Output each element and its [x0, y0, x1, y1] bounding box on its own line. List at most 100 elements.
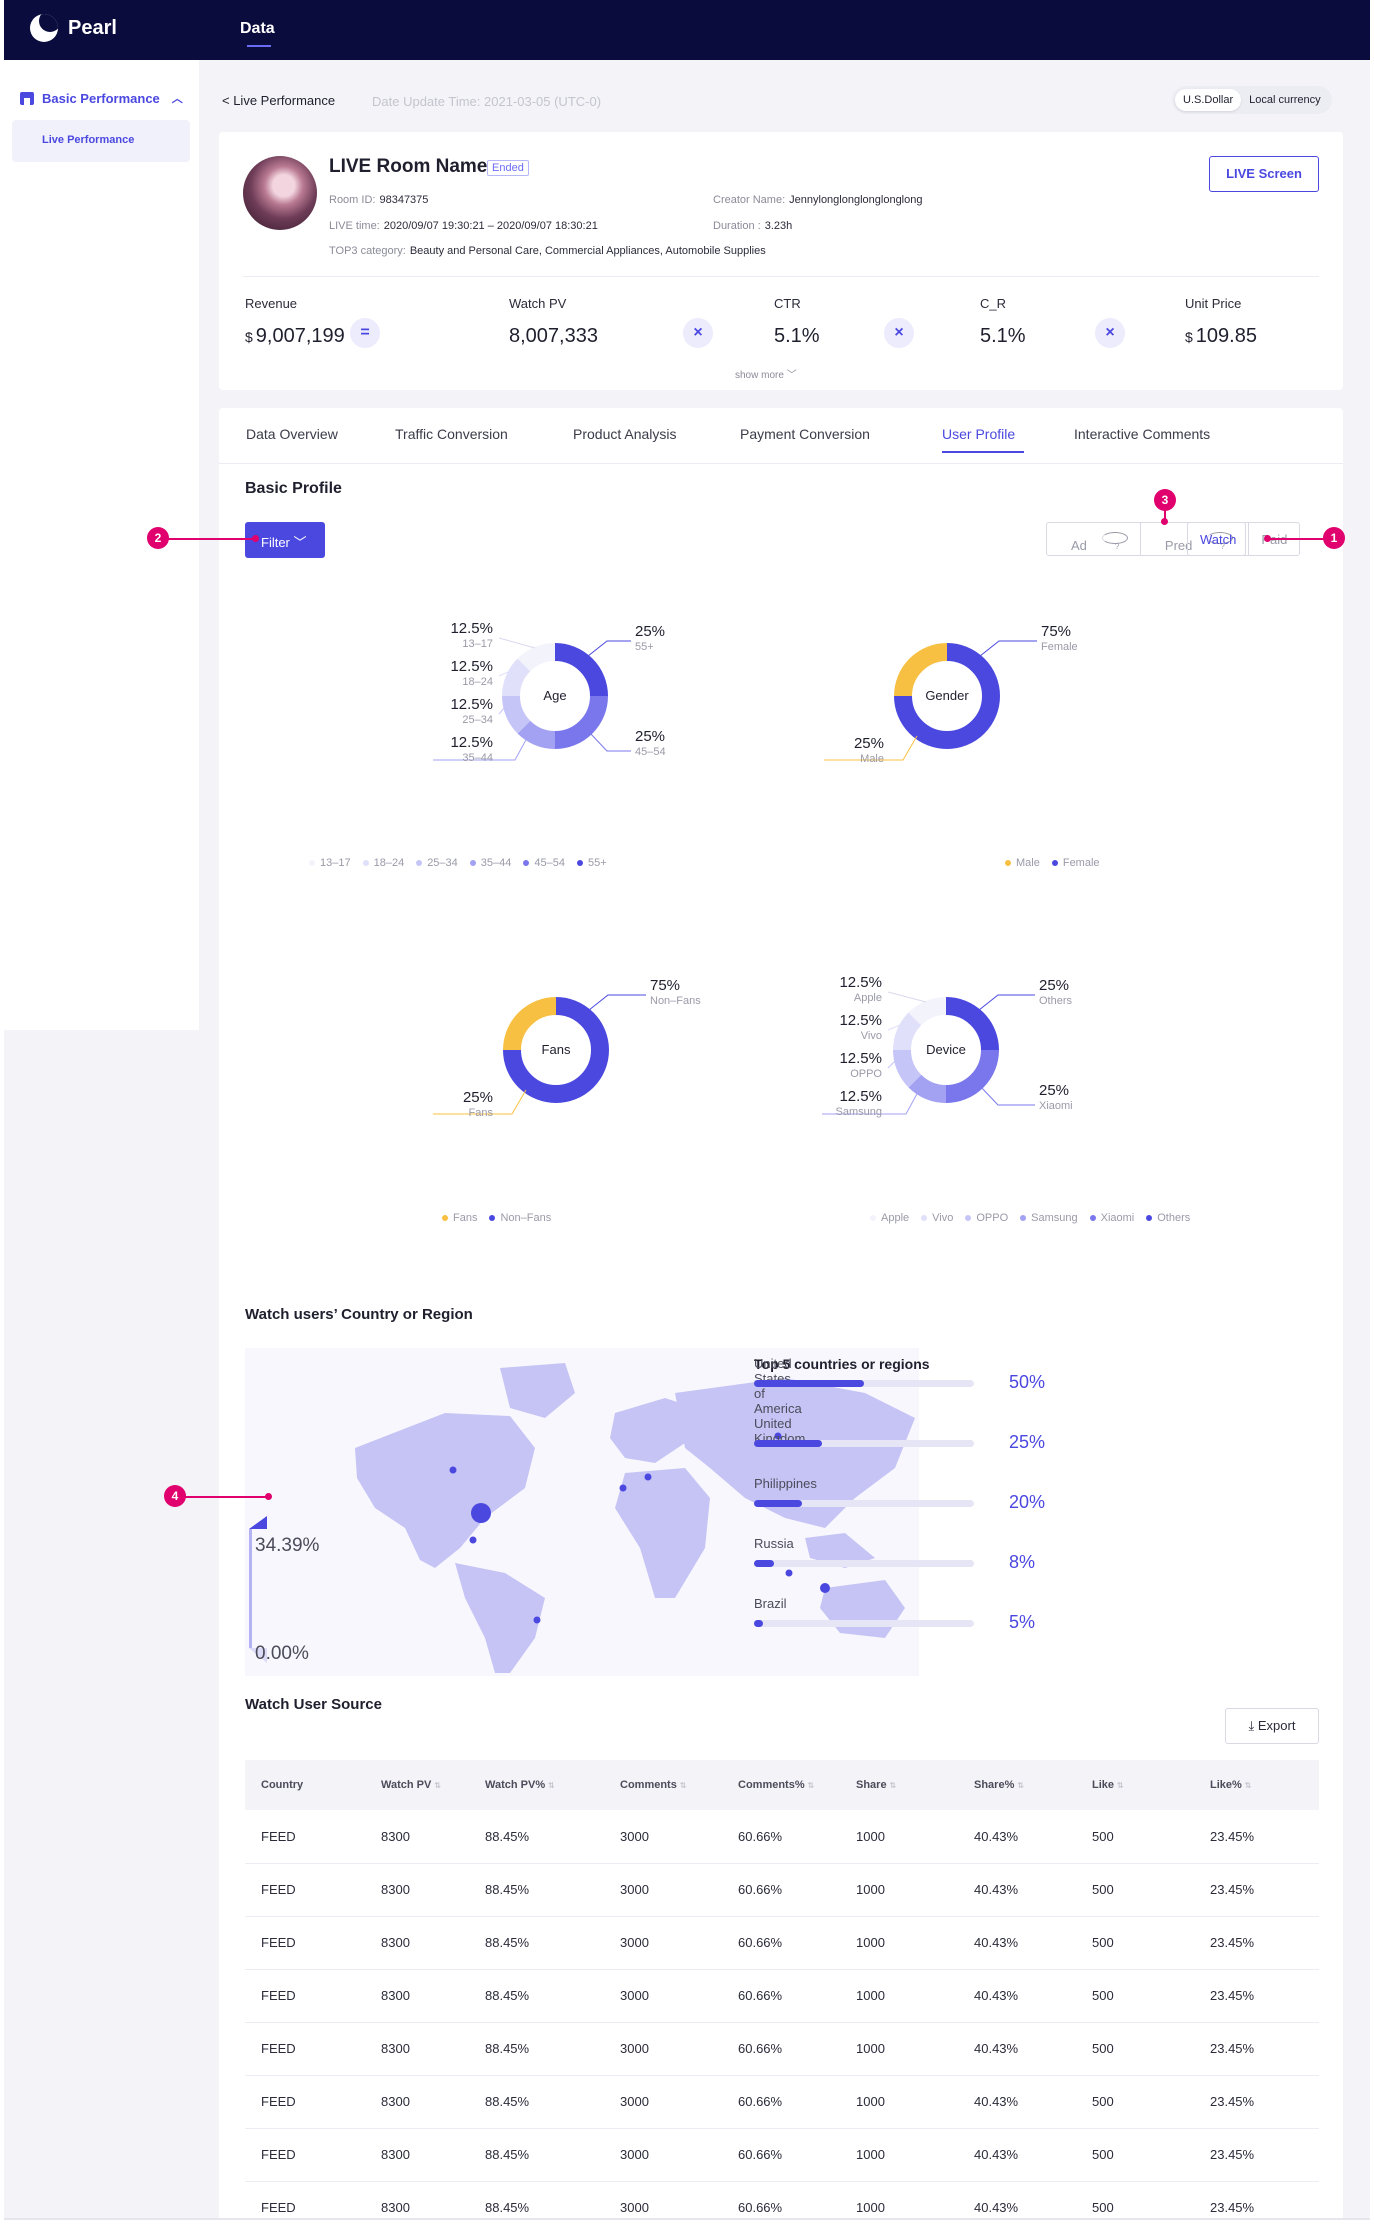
watch-paid-toggle[interactable]: Watch Paid: [1187, 522, 1301, 556]
currency-toggle[interactable]: U.S.Dollar Local currency: [1172, 86, 1332, 114]
duration-value: 3.23h: [764, 220, 793, 232]
status-badge: Ended: [487, 160, 529, 176]
export-button[interactable]: ⤓ Export: [1225, 1708, 1319, 1744]
table-cell: 8300: [381, 2200, 410, 2215]
tab-data-overview[interactable]: Data Overview: [246, 426, 338, 442]
legend-dot: [469, 860, 476, 866]
legend-item-25-34[interactable]: 25–34: [416, 857, 458, 869]
currency-option-local[interactable]: Local currency: [1249, 94, 1321, 106]
point-mexico: [469, 1536, 477, 1544]
top5-progress-fill: [754, 1500, 803, 1507]
column-header-like[interactable]: Like ⇅: [1076, 1760, 1194, 1810]
legend-item-13-17[interactable]: 13–17: [309, 857, 351, 869]
table-cell: 23.45%: [1210, 2041, 1255, 2056]
ad-pred-toggle[interactable]: Ad? Pred?: [1046, 522, 1247, 556]
creator-value: Jennylonglonglonglonglong: [789, 194, 923, 206]
slice-percent: 25%: [635, 728, 665, 745]
toggle-pred[interactable]: Pred?: [1139, 523, 1245, 555]
table-cell: 1000: [856, 1988, 885, 2003]
table-cell: 23.45%: [1210, 1828, 1255, 1844]
column-header-watch-pv[interactable]: Watch PV ⇅: [365, 1760, 469, 1810]
column-header-label: Country: [261, 1779, 304, 1791]
tab-payment-conversion[interactable]: Payment Conversion: [740, 426, 870, 442]
live-screen-button[interactable]: LIVE Screen: [1209, 156, 1319, 192]
legend-label: 25–34: [427, 857, 458, 869]
marker-line: [167, 538, 255, 540]
legend-item-xiaomi[interactable]: Xiaomi: [1089, 1212, 1134, 1224]
column-header-like[interactable]: Like% ⇅: [1194, 1760, 1319, 1810]
legend-item-fans[interactable]: Fans: [442, 1212, 477, 1224]
table-row: FEED 8300 88.45% 3000 60.66% 1000 40.43% 500 23.…: [245, 1863, 1319, 1916]
slice-percent: 12.5%: [839, 974, 882, 991]
multiply-icon: ×: [683, 318, 713, 348]
slice-label: Samsung: [836, 1106, 882, 1118]
avatar: [243, 156, 317, 230]
legend-item-samsung[interactable]: Samsung: [1020, 1212, 1078, 1224]
legend-item-others[interactable]: Others: [1146, 1212, 1190, 1224]
show-more-button[interactable]: show more ﹀: [735, 366, 797, 381]
legend-dot: [576, 860, 583, 866]
help-icon[interactable]: ?: [1207, 532, 1234, 551]
help-icon[interactable]: ?: [1101, 532, 1128, 551]
sort-icon[interactable]: ⇅: [679, 1781, 687, 1790]
table-header-row: Country Watch PV ⇅ Watch PV% ⇅ Comments ⇅ Comme…: [245, 1760, 1319, 1810]
column-header-comments[interactable]: Comments ⇅: [604, 1760, 722, 1810]
legend-item-female[interactable]: Female: [1051, 857, 1100, 869]
column-header-comments[interactable]: Comments% ⇅: [722, 1760, 840, 1810]
legend-label: OPPO: [976, 1212, 1009, 1224]
europe: [610, 1398, 695, 1463]
currency-option-usd[interactable]: U.S.Dollar: [1175, 89, 1242, 111]
sort-icon[interactable]: ⇅: [1117, 1781, 1124, 1790]
legend-item-apple[interactable]: Apple: [870, 1212, 909, 1224]
slice-percent: 75%: [1041, 623, 1071, 640]
marker-line: [1164, 509, 1166, 520]
tab-product-analysis[interactable]: Product Analysis: [573, 426, 677, 442]
donut-segment-vivo: [893, 1012, 922, 1051]
legend-label: Vivo: [932, 1212, 954, 1224]
legend-item-vivo[interactable]: Vivo: [921, 1212, 953, 1224]
donut-segment-female: [894, 643, 1000, 749]
table-cell: 3000: [620, 2200, 649, 2215]
slice-label: Vivo: [861, 1030, 882, 1042]
top5-progress-fill: [754, 1560, 774, 1567]
legend-item-male[interactable]: Male: [1005, 857, 1040, 869]
tab-user-profile[interactable]: User Profile: [942, 426, 1016, 442]
legend-item-45-54[interactable]: 45–54: [523, 857, 565, 869]
column-header-watch-pv[interactable]: Watch PV% ⇅: [469, 1760, 604, 1810]
breadcrumb[interactable]: < Live Performance: [222, 93, 336, 108]
top-tab-data[interactable]: Data: [240, 20, 275, 37]
legend-label: Fans: [453, 1212, 478, 1224]
sort-icon[interactable]: ⇅: [548, 1781, 555, 1790]
sort-icon[interactable]: ⇅: [1017, 1781, 1025, 1790]
table-row: FEED 8300 88.45% 3000 60.66% 1000 40.43% 500 23.…: [245, 1969, 1319, 2022]
point-canada: [449, 1466, 457, 1474]
sidebar-group-basic-performance[interactable]: Basic Performance ︿: [20, 90, 183, 106]
logo[interactable]: Pearl: [30, 14, 117, 42]
legend-item-18-24[interactable]: 18–24: [362, 857, 404, 869]
donut-segment-45-54: [554, 695, 608, 749]
sort-icon[interactable]: ⇅: [889, 1781, 897, 1790]
legend-item-35-44[interactable]: 35–44: [469, 857, 511, 869]
sort-icon[interactable]: ⇅: [1244, 1781, 1252, 1790]
toggle-watch[interactable]: Watch: [1200, 532, 1237, 547]
table-cell: 23.45%: [1210, 1935, 1255, 1950]
legend-item-non-fans[interactable]: Non–Fans: [489, 1212, 551, 1224]
column-header-share[interactable]: Share% ⇅: [958, 1760, 1076, 1810]
sort-icon[interactable]: ⇅: [434, 1781, 442, 1790]
table-cell: 40.43%: [974, 2041, 1019, 2056]
table-cell: 60.66%: [738, 2041, 783, 2056]
table-cell: 23.45%: [1210, 2094, 1255, 2109]
tab-interactive-comments[interactable]: Interactive Comments: [1074, 426, 1211, 442]
column-header-country[interactable]: Country: [245, 1760, 365, 1810]
table-cell: 60.66%: [738, 2094, 783, 2109]
sort-icon[interactable]: ⇅: [807, 1781, 815, 1790]
column-header-share[interactable]: Share ⇅: [840, 1760, 958, 1810]
tab-traffic-conversion[interactable]: Traffic Conversion: [395, 426, 508, 442]
legend-item-55[interactable]: 55+: [576, 857, 607, 869]
sidebar-item-live-performance[interactable]: Live Performance: [12, 120, 190, 162]
legend-item-oppo[interactable]: OPPO: [965, 1212, 1008, 1224]
toggle-ad[interactable]: Ad?: [1047, 523, 1140, 555]
pearl-logo-icon: [30, 14, 58, 42]
table-cell: 500: [1092, 1935, 1114, 1950]
